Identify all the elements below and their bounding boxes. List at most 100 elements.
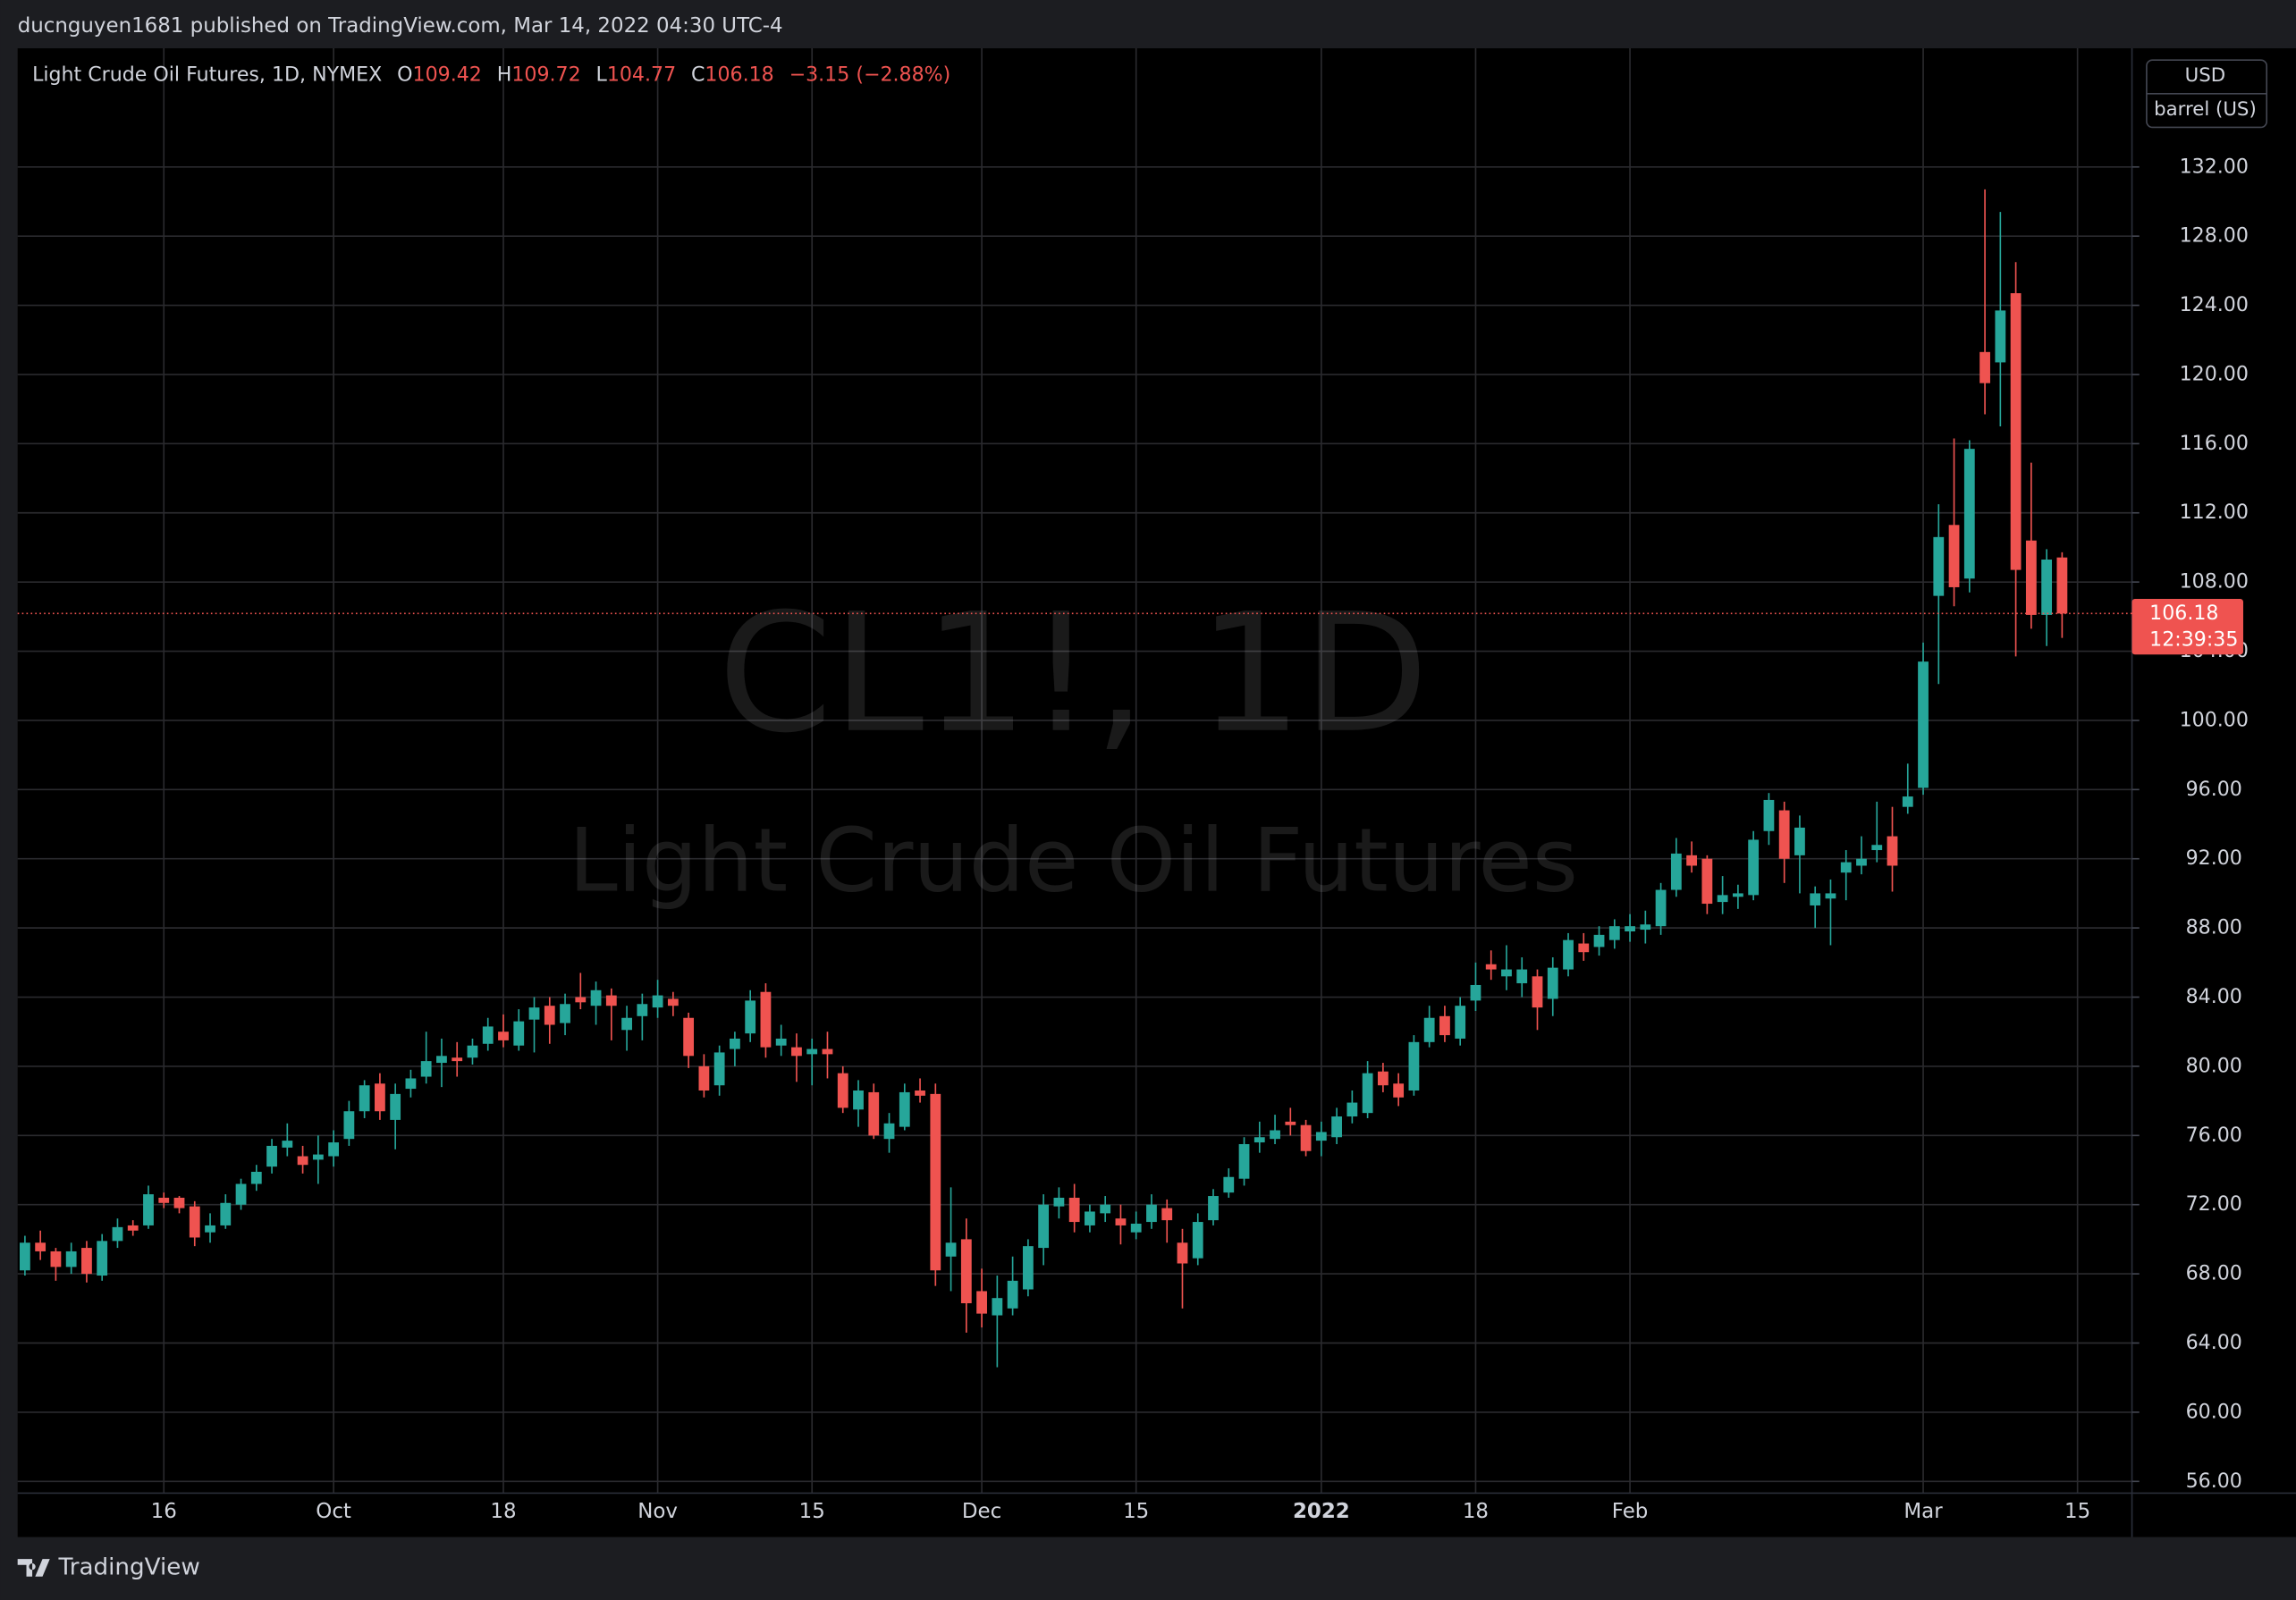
unit[interactable]: barrel (US) — [2154, 98, 2257, 121]
candle-body — [1393, 1083, 1405, 1098]
candle-body — [899, 1091, 910, 1127]
logo-icon — [17, 1559, 50, 1577]
y-tick-label: 64.00 — [2186, 1331, 2242, 1354]
candle-body — [1470, 984, 1481, 1001]
last-price-box — [2131, 598, 2243, 655]
candle-body — [1794, 827, 1805, 855]
y-tick-label: 80.00 — [2186, 1054, 2242, 1077]
candle-body — [1655, 889, 1667, 927]
y-tick-label: 60.00 — [2186, 1400, 2242, 1423]
candle-body — [1085, 1211, 1095, 1225]
candle-body — [513, 1021, 525, 1046]
candle-body — [915, 1091, 925, 1096]
candle-body — [1238, 1143, 1250, 1179]
y-tick-label: 92.00 — [2186, 846, 2242, 870]
ohlc-value: 109.72 — [511, 63, 580, 86]
candle-body — [1933, 536, 1945, 596]
candle-body — [1948, 525, 1960, 587]
candle-body — [1038, 1204, 1050, 1249]
candle-body — [81, 1248, 92, 1275]
candle-body — [467, 1045, 478, 1058]
candle-body — [1223, 1176, 1235, 1193]
y-tick-label: 72.00 — [2186, 1192, 2242, 1216]
candle-body — [112, 1226, 123, 1242]
candle-body — [1532, 976, 1543, 1008]
candle-body — [2041, 559, 2053, 615]
currency[interactable]: USD — [2185, 64, 2225, 87]
candle-body — [127, 1225, 139, 1231]
candle-body — [1732, 893, 1743, 897]
candle-body — [683, 1017, 695, 1057]
y-tick-label: 84.00 — [2186, 985, 2242, 1008]
candle-body — [1423, 1017, 1435, 1042]
candle-body — [1485, 964, 1497, 970]
candle-body — [730, 1038, 740, 1049]
candle-body — [1377, 1071, 1389, 1086]
candle-body — [328, 1142, 340, 1157]
candle-body — [1717, 895, 1728, 903]
candle-body — [1053, 1197, 1065, 1207]
candle-body — [1563, 939, 1574, 970]
brand-logo: TradingView — [17, 1554, 200, 1580]
candle-body — [1578, 943, 1590, 953]
candle-body — [1208, 1196, 1219, 1221]
candle-body — [65, 1251, 77, 1267]
x-tick-label: Nov — [637, 1500, 678, 1523]
ohlc-letter: C — [691, 63, 705, 86]
candle-body — [1315, 1132, 1327, 1141]
x-tick-label: Feb — [1612, 1500, 1649, 1523]
candle-body — [35, 1242, 46, 1251]
candle-body — [1130, 1223, 1142, 1233]
candle-body — [235, 1183, 247, 1205]
candle-body — [1748, 839, 1760, 896]
candle-body — [945, 1242, 957, 1257]
candle-body — [1346, 1102, 1358, 1117]
candle-body — [1871, 845, 1883, 851]
candle-body — [853, 1091, 864, 1110]
candle-body — [1995, 310, 2006, 363]
candle-body — [1501, 969, 1512, 977]
ohlc-letter: O — [397, 63, 412, 86]
candle-body — [1840, 862, 1852, 873]
plot-area — [17, 48, 2296, 1537]
candle-body — [1810, 893, 1821, 905]
ohlc-value: 106.18 — [705, 63, 773, 86]
candle-body — [1408, 1041, 1420, 1091]
candle-body — [883, 1123, 895, 1140]
ohlc-letter: H — [497, 63, 512, 86]
y-tick-label: 68.00 — [2186, 1262, 2242, 1285]
candle-body — [19, 1242, 30, 1271]
y-tick-label: 124.00 — [2180, 293, 2249, 316]
candle-body — [806, 1048, 818, 1055]
candle-body — [2010, 293, 2022, 570]
candle-body — [760, 991, 772, 1048]
candle-body — [250, 1171, 262, 1184]
candle-body — [775, 1038, 787, 1046]
candle-body — [482, 1026, 494, 1044]
candle-body — [375, 1083, 385, 1112]
x-tick-label: 15 — [799, 1500, 825, 1523]
y-tick-label: 76.00 — [2186, 1124, 2242, 1147]
ohlc-value: 104.77 — [607, 63, 676, 86]
candle-body — [791, 1047, 802, 1057]
candle-body — [1686, 855, 1698, 866]
candle-body — [1608, 926, 1620, 940]
candle-body — [930, 1093, 941, 1271]
candle-body — [1763, 799, 1775, 831]
candle-body — [1285, 1121, 1296, 1125]
candle-body — [992, 1298, 1003, 1316]
candle-body — [1022, 1246, 1034, 1290]
watermark: CL1!, 1D Light Crude Oil Futures — [569, 579, 1578, 913]
candle-body — [837, 1073, 848, 1108]
candle-body — [205, 1225, 215, 1233]
x-tick-label: Oct — [316, 1500, 351, 1523]
candle-body — [436, 1056, 447, 1064]
candle-body — [173, 1197, 185, 1208]
grid — [17, 48, 2132, 1494]
brand: TradingView — [58, 1554, 200, 1580]
candle-body — [1625, 926, 1635, 931]
candle-body — [420, 1061, 432, 1077]
candle-body — [2025, 540, 2037, 615]
candle-body — [498, 1032, 509, 1040]
change: −3.15 (−2.88%) — [789, 63, 951, 86]
